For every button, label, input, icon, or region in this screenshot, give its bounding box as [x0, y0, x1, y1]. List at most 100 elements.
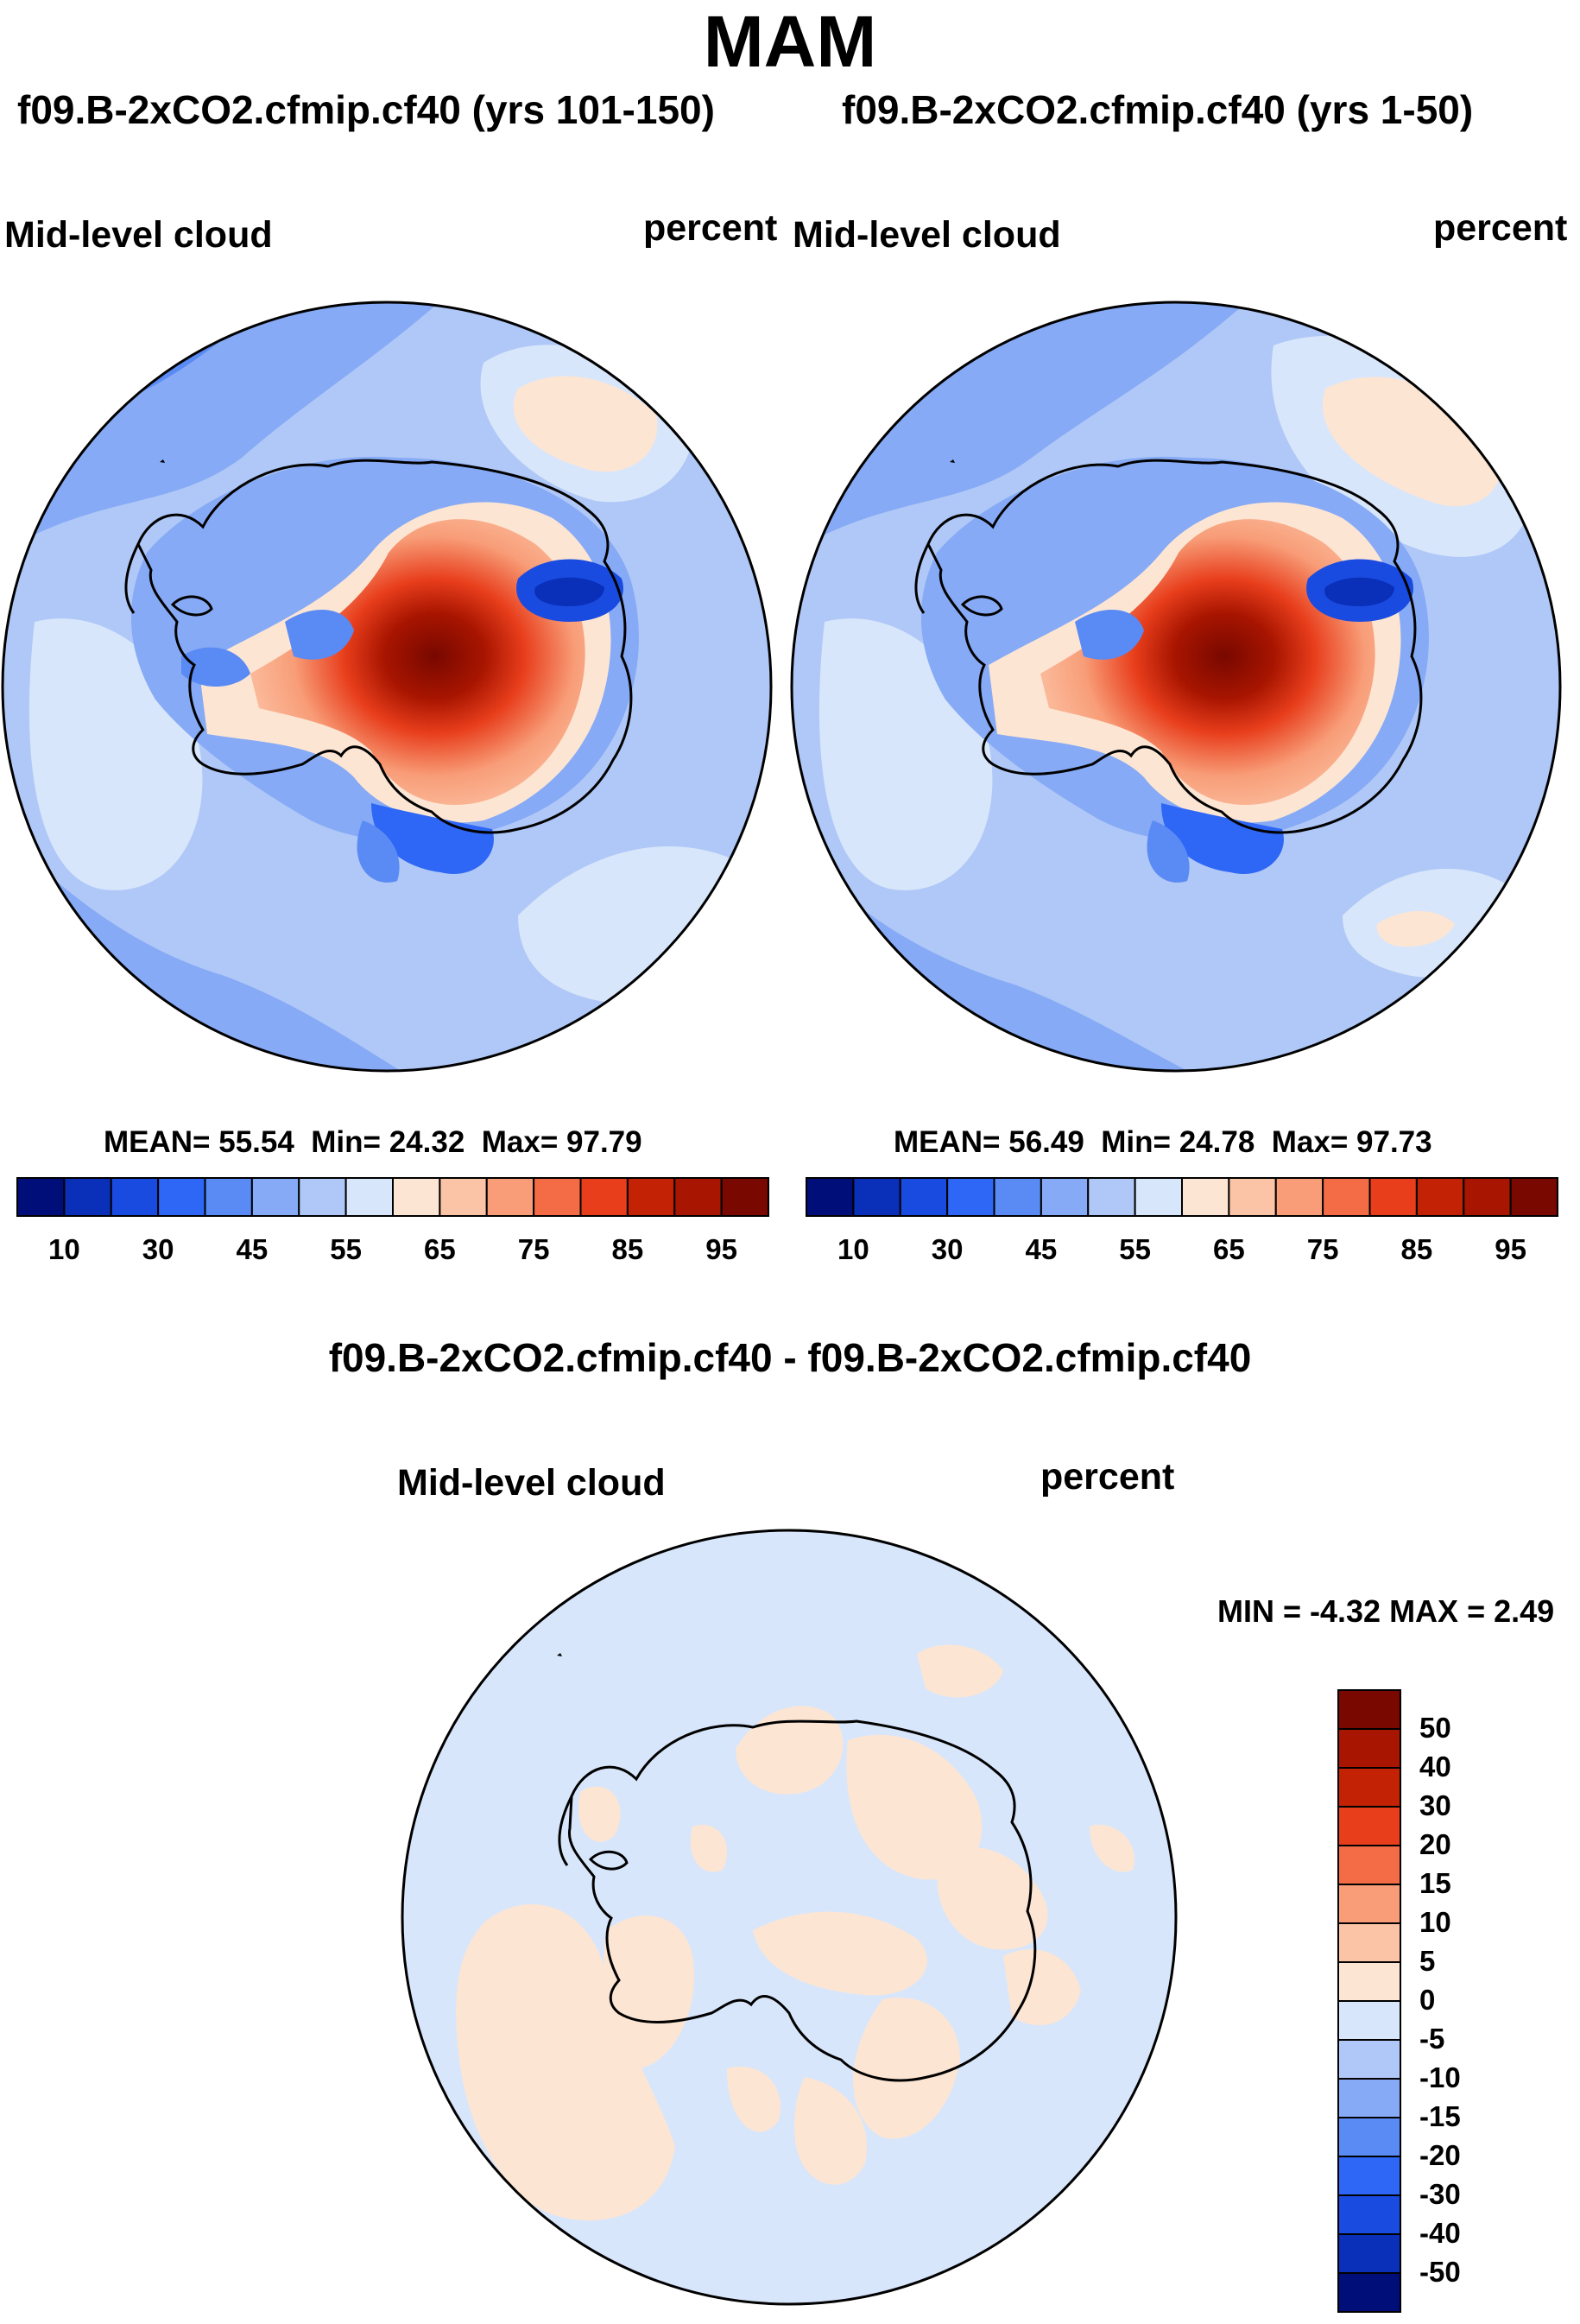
panel2-map — [790, 301, 1562, 1073]
figure-title: MAM — [703, 1, 877, 82]
diff-colorbar-tick-label: 40 — [1419, 1751, 1451, 1783]
panel2-colorbar-tick-label: 95 — [1495, 1233, 1526, 1265]
panel2-units-label: percent — [1433, 207, 1568, 249]
diff-colorbar-box — [1337, 2194, 1401, 2235]
diff-colorbar-box — [1337, 1689, 1401, 1730]
panel2-colorbar-box — [1274, 1177, 1324, 1217]
panel1-colorbar-box — [533, 1177, 582, 1217]
panel2-colorbar-box — [1463, 1177, 1512, 1217]
panel1-colorbar-tick-label: 55 — [330, 1233, 362, 1265]
panel1-stats: MEAN= 55.54 Min= 24.32 Max= 97.79 — [104, 1125, 642, 1160]
diff-colorbar-box — [1337, 2000, 1401, 2041]
diff-colorbar — [1337, 1689, 1401, 2313]
diff-panel-title: f09.B-2xCO2.cfmip.cf40 - f09.B-2xCO2.cfm… — [328, 1335, 1252, 1380]
diff-colorbar-tick-label: 20 — [1419, 1828, 1451, 1860]
panel2-colorbar-box — [1040, 1177, 1090, 1217]
diff-map — [401, 1529, 1178, 2306]
panel2-colorbar-tick-label: 10 — [837, 1233, 869, 1265]
panel1-colorbar-box — [673, 1177, 723, 1217]
panel1-colorbar-box — [392, 1177, 441, 1217]
panel2-colorbar-box — [1322, 1177, 1371, 1217]
panel2-colorbar-box — [1228, 1177, 1277, 1217]
panel2-colorbar-tick-label: 85 — [1400, 1233, 1433, 1265]
panel2-colorbar-box — [1181, 1177, 1230, 1217]
diff-colorbar-tick-label: 10 — [1419, 1906, 1451, 1938]
panel2-colorbar-box — [1368, 1177, 1418, 1217]
panel1-colorbar-box — [720, 1177, 769, 1217]
diff-colorbar-tick-label: -40 — [1419, 2217, 1461, 2249]
panel2-colorbar-box — [1415, 1177, 1465, 1217]
panel1-mean-label: MEAN= — [104, 1125, 211, 1159]
diff-colorbar-tick-label: -20 — [1419, 2139, 1461, 2171]
diff-colorbar-tick-label: 50 — [1419, 1712, 1451, 1744]
panel2-colorbar-box — [806, 1177, 855, 1217]
panel2-colorbar-box — [852, 1177, 901, 1217]
panel1-colorbar-box — [344, 1177, 394, 1217]
diff-colorbar-box — [1337, 1922, 1401, 1963]
panel1-colorbar-box — [63, 1177, 112, 1217]
panel1-colorbar-box — [439, 1177, 488, 1217]
panel1-colorbar-tick-label: 30 — [142, 1233, 174, 1265]
panel1-colorbar-tick-label: 10 — [48, 1233, 80, 1265]
panel2-variable-label: Mid-level cloud — [793, 214, 1061, 256]
panel2-title: f09.B-2xCO2.cfmip.cf40 (yrs 1-50) — [842, 87, 1474, 132]
diff-colorbar-box — [1337, 2233, 1401, 2274]
panel2-colorbar-box — [1087, 1177, 1136, 1217]
panel1-min-label: Min= — [311, 1125, 381, 1159]
diff-colorbar-tick-label: 5 — [1419, 1945, 1436, 1977]
panel1-colorbar-box — [298, 1177, 347, 1217]
panel2-colorbar-tick-label: 45 — [1025, 1233, 1058, 1265]
diff-minmax: MIN = -4.32 MAX = 2.49 — [1217, 1593, 1555, 1629]
panel2-max-value: 97.73 — [1356, 1125, 1432, 1159]
panel2-colorbar-tick-label: 55 — [1119, 1233, 1151, 1265]
panel2-mean-label: MEAN= — [894, 1125, 1001, 1159]
diff-colorbar-box — [1337, 1884, 1401, 1924]
panel1-colorbar-box — [204, 1177, 253, 1217]
panel1-map — [1, 301, 773, 1073]
panel1-colorbar-box — [16, 1177, 66, 1217]
panel2-colorbar — [806, 1177, 1558, 1217]
diff-colorbar-box — [1337, 2272, 1401, 2313]
panel1-colorbar-box — [110, 1177, 160, 1217]
panel2-colorbar-box — [899, 1177, 949, 1217]
panel2-min-label: Min= — [1101, 1125, 1171, 1159]
panel2-colorbar-box — [946, 1177, 995, 1217]
panel2-max-label: Max= — [1271, 1125, 1349, 1159]
panel1-colorbar-tick-label: 85 — [611, 1233, 644, 1265]
diff-colorbar-tick-label: 15 — [1419, 1867, 1451, 1899]
diff-colorbar-tick-label: -30 — [1419, 2178, 1461, 2210]
diff-colorbar-box — [1337, 2039, 1401, 2080]
panel1-max-label: Max= — [481, 1125, 559, 1159]
panel2-stats: MEAN= 56.49 Min= 24.78 Max= 97.73 — [894, 1125, 1432, 1160]
diff-colorbar-tick-label: 30 — [1419, 1789, 1451, 1821]
diff-colorbar-box — [1337, 1961, 1401, 2002]
diff-colorbar-box — [1337, 1806, 1401, 1846]
panel1-colorbar-box — [250, 1177, 300, 1217]
diff-colorbar-box — [1337, 2156, 1401, 2196]
panel1-colorbar-tick-label: 75 — [517, 1233, 550, 1265]
panel2-mean-value: 56.49 — [1008, 1125, 1084, 1159]
diff-units-label: percent — [1040, 1456, 1175, 1498]
panel1-colorbar — [16, 1177, 769, 1217]
panel2-colorbar-tick-label: 75 — [1306, 1233, 1339, 1265]
diff-colorbar-tick-label: -5 — [1419, 2023, 1445, 2055]
diff-colorbar-tick-label: -10 — [1419, 2061, 1461, 2093]
diff-colorbar-box — [1337, 2117, 1401, 2157]
panel1-max-value: 97.79 — [566, 1125, 642, 1159]
panel1-min-value: 24.32 — [389, 1125, 465, 1159]
diff-colorbar-tick-label: -50 — [1419, 2256, 1461, 2288]
diff-colorbar-box — [1337, 2078, 1401, 2118]
panel2-min-value: 24.78 — [1179, 1125, 1255, 1159]
panel1-colorbar-box — [626, 1177, 676, 1217]
diff-variable-label: Mid-level cloud — [397, 1462, 666, 1504]
diff-colorbar-box — [1337, 1767, 1401, 1808]
panel2-colorbar-tick-label: 30 — [931, 1233, 964, 1265]
panel1-title: f09.B-2xCO2.cfmip.cf40 (yrs 101-150) — [17, 87, 715, 132]
diff-colorbar-box — [1337, 1845, 1401, 1885]
panel1-variable-label: Mid-level cloud — [4, 214, 273, 256]
panel1-colorbar-tick-label: 65 — [424, 1233, 456, 1265]
panel1-colorbar-tick-label: 45 — [236, 1233, 269, 1265]
panel2-colorbar-box — [1134, 1177, 1183, 1217]
panel1-colorbar-box — [157, 1177, 206, 1217]
panel1-units-label: percent — [643, 207, 778, 249]
